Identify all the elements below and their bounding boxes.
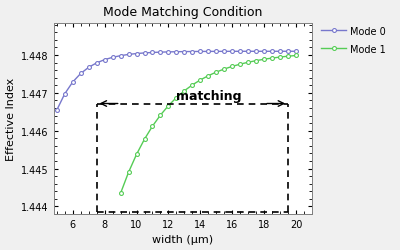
Mode 0 [86, 66, 91, 70]
Mode 0 [126, 54, 131, 57]
Mode 0 [182, 51, 187, 54]
Mode 0 [150, 52, 155, 55]
Line: Mode 0: Mode 0 [55, 50, 298, 112]
Mode 1 [158, 114, 163, 117]
Mode 1 [142, 138, 147, 141]
Mode 1 [230, 66, 235, 68]
Line: Mode 1: Mode 1 [119, 54, 298, 195]
Mode 1 [222, 68, 227, 71]
Mode 1 [278, 56, 282, 59]
Mode 0 [254, 50, 258, 53]
X-axis label: width (μm): width (μm) [152, 234, 213, 244]
Mode 0 [94, 62, 99, 65]
Mode 1 [150, 125, 155, 128]
Mode 1 [134, 153, 139, 156]
Y-axis label: Effective Index: Effective Index [6, 78, 16, 160]
Mode 0 [118, 55, 123, 58]
Mode 1 [254, 60, 258, 63]
Mode 0 [198, 51, 203, 54]
Mode 0 [270, 50, 274, 53]
Mode 1 [214, 71, 219, 74]
Mode 1 [174, 97, 179, 100]
Mode 0 [214, 51, 219, 54]
Mode 1 [262, 58, 266, 61]
Mode 1 [238, 64, 243, 66]
Mode 0 [102, 59, 107, 62]
Mode 1 [206, 75, 211, 78]
Mode 0 [174, 51, 179, 54]
Mode 0 [78, 73, 83, 76]
Mode 0 [70, 81, 75, 84]
Legend: Mode 0, Mode 1: Mode 0, Mode 1 [320, 25, 387, 56]
Mode 0 [62, 93, 67, 96]
Mode 0 [142, 52, 147, 55]
Mode 0 [222, 51, 227, 54]
Mode 0 [294, 50, 298, 53]
Mode 1 [294, 55, 298, 58]
Mode 0 [238, 50, 243, 53]
Mode 0 [278, 50, 282, 53]
Mode 1 [126, 171, 131, 174]
Mode 0 [286, 50, 290, 53]
Mode 0 [54, 109, 59, 112]
Mode 1 [270, 57, 274, 60]
Mode 1 [118, 192, 123, 195]
Mode 1 [190, 84, 195, 87]
Mode 1 [198, 79, 203, 82]
Mode 0 [262, 50, 266, 53]
Mode 0 [206, 51, 211, 54]
Mode 0 [134, 53, 139, 56]
Mode 0 [166, 51, 171, 54]
Title: Mode Matching Condition: Mode Matching Condition [103, 6, 262, 18]
Mode 0 [110, 56, 115, 59]
Mode 0 [158, 52, 163, 54]
Mode 0 [190, 51, 195, 54]
Mode 0 [230, 50, 235, 53]
Mode 1 [246, 62, 250, 64]
Mode 1 [182, 90, 187, 93]
Mode 1 [286, 56, 290, 58]
Mode 0 [246, 50, 250, 53]
Mode 1 [166, 105, 171, 108]
Text: matching: matching [176, 89, 241, 102]
